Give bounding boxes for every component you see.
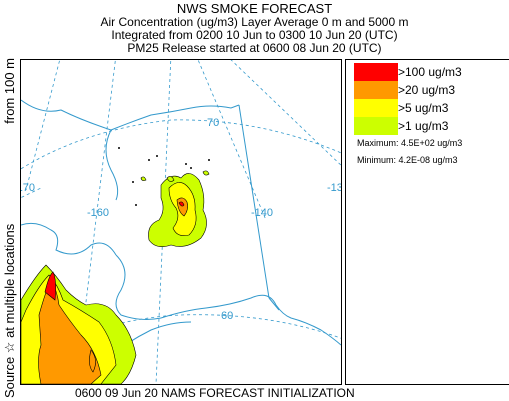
lon-170-label: -170 [21,182,35,194]
western-coast [21,222,117,256]
smoke-plume-west [21,264,137,384]
legend-swatch-5 [354,99,398,117]
northwest-coast [105,129,119,201]
longitude-130-line [230,60,341,166]
legend-label-20: >20 ug/m3 [398,83,456,97]
legend-item-100: >100 ug/m3 [354,63,462,81]
longitude-140-line [197,60,267,221]
arctic-coast [21,99,240,131]
south-coast [160,294,277,319]
smoke-map: 70 60 -170 -160 -140 -130 [21,60,341,384]
smoke-plume-interior [140,170,210,247]
concentration-description: Air Concentration (ug/m3) Layer Average … [100,15,409,29]
longitude-170-tail [21,187,42,199]
forecast-initialization: 0600 09 Jun 20 NAMS FORECAST INITIALIZAT… [75,386,355,400]
legend-item-20: >20 ug/m3 [354,81,455,99]
source-side-label: Source ☆ at multiple locations from 100 … [2,58,18,398]
legend-label-1: >1 ug/m3 [398,119,449,133]
legend-label-5: >5 ug/m3 [398,101,449,115]
panhandle-coast [275,304,341,346]
legend-item-5: >5 ug/m3 [354,99,448,117]
legend-swatch-100 [354,63,398,81]
lon-140-label: -140 [251,207,273,219]
lon-160-label: -160 [87,207,109,219]
legend-panel: >100 ug/m3 >20 ug/m3 >5 ug/m3 >1 ug/m3 M… [345,59,509,385]
lon-130-label: -130 [327,182,341,194]
legend-swatch-20 [354,81,398,99]
map-panel: 70 60 -170 -160 -140 -130 [20,59,342,385]
lat-60-label: 60 [221,310,233,322]
integration-period: Integrated from 0200 10 Jun to 0300 10 J… [111,28,398,42]
latitude-70-line [21,119,341,170]
legend-item-1: >1 ug/m3 [354,117,448,135]
longitude-170-line [25,60,61,191]
border-line-south [268,297,280,311]
smoke-specks [118,147,210,206]
map-title: NWS SMOKE FORECAST [176,1,333,16]
release-start: PM25 Release started at 0600 08 Jun 20 (… [127,41,382,55]
legend-swatch-1 [354,117,398,135]
minimum-value: Minimum: 4.2E-08 ug/m3 [357,155,458,165]
source-locations-label: Source ☆ at multiple locations [2,223,17,398]
lat-70-label: 70 [207,117,219,129]
source-height-label: from 100 m [2,58,17,124]
legend-label-100: >100 ug/m3 [398,65,462,79]
southwest-coast [115,254,162,320]
maximum-value: Maximum: 4.5E+02 ug/m3 [357,138,463,148]
border-line [238,104,270,299]
